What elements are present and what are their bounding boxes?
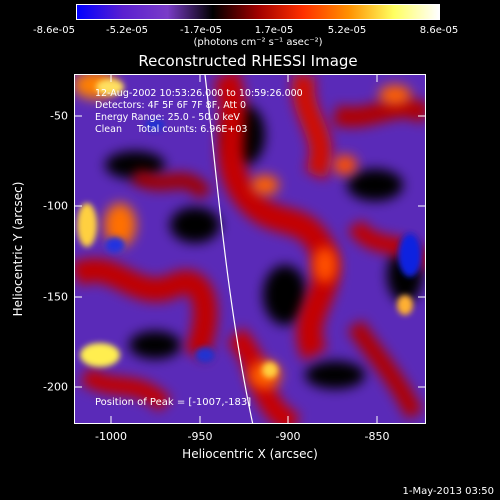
peak-position-text: Position of Peak = [-1007,-183] — [95, 397, 252, 408]
detectors-text: Detectors: 4F 5F 6F 7F 8F, Att 0 — [95, 100, 247, 111]
blue-regions — [105, 119, 422, 363]
rhessi-image — [74, 74, 426, 424]
image-canvas — [75, 75, 425, 423]
solar-limb-line — [204, 75, 254, 423]
colorbar-tick: 8.6e-05 — [419, 25, 459, 36]
x-tick-label: -1000 — [95, 430, 127, 443]
colorbar — [76, 4, 440, 20]
bright-regions — [77, 79, 413, 378]
y-tick-label: -100 — [43, 199, 68, 213]
x-tick-label: -850 — [364, 430, 390, 443]
plot-title: Reconstructed RHESSI Image — [138, 52, 358, 70]
time-range-text: 12-Aug-2002 10:53:26.000 to 10:59:26.000 — [95, 88, 303, 99]
method-text: Clean Total counts: 6.96E+03 — [95, 124, 248, 135]
energy-range-text: Energy Range: 25.0 - 50.0 keV — [95, 112, 240, 123]
colorbar-unit: (photons cm⁻² s⁻¹ asec⁻²) — [193, 37, 323, 48]
y-tick-label: -150 — [43, 290, 68, 304]
colorbar-tick: 5.2e-05 — [327, 25, 367, 36]
colorbar-tick: -1.7e-05 — [180, 25, 222, 36]
y-tick-label: -50 — [50, 109, 68, 123]
y-tick-label: -200 — [43, 380, 68, 394]
x-tick-label: -950 — [187, 430, 213, 443]
x-axis-label: Heliocentric X (arcsec) — [182, 447, 318, 461]
colorbar-tick: -8.6e-05 — [33, 25, 75, 36]
colorbar-tick: 1.7e-05 — [254, 25, 294, 36]
x-tick-label: -900 — [275, 430, 301, 443]
y-axis-label: Heliocentric Y (arcsec) — [11, 181, 25, 317]
date-stamp: 1-May-2013 03:50 — [402, 486, 494, 497]
colorbar-tick: -5.2e-05 — [106, 25, 148, 36]
